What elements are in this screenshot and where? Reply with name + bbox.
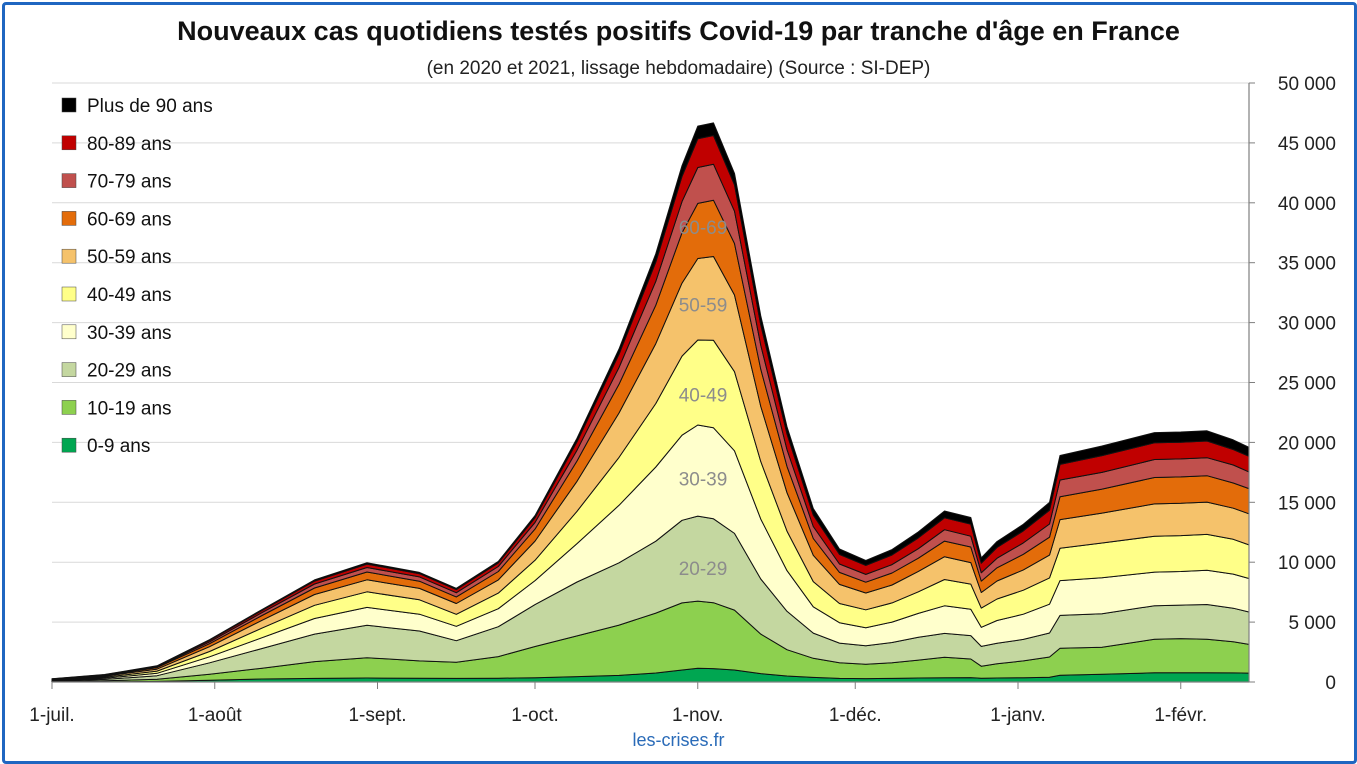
legend-label: 70-79 ans: [87, 172, 172, 193]
x-tick-label: 1-oct.: [511, 705, 559, 726]
y-tick-label: 45 000: [1278, 134, 1336, 155]
source-credit: les-crises.fr: [632, 730, 725, 750]
y-tick-label: 15 000: [1278, 493, 1336, 514]
x-tick-label: 1-févr.: [1154, 705, 1207, 726]
band-label: 20-29: [679, 559, 728, 580]
y-tick-label: 50 000: [1278, 74, 1336, 95]
band-label: 60-69: [679, 218, 728, 239]
chart-subtitle: (en 2020 et 2021, lissage hebdomadaire) …: [426, 58, 931, 79]
y-tick-label: 5 000: [1288, 613, 1336, 634]
band-label: 30-39: [679, 469, 728, 490]
axes: 0 5 000 10 000 15 000 20 000 25 000 30 000 35 0…: [29, 74, 1336, 726]
band-label: 50-59: [679, 296, 728, 317]
legend-swatch: [61, 211, 77, 226]
band-label: 40-49: [679, 385, 728, 406]
y-tick-label: 25 000: [1278, 374, 1336, 395]
area-series: [51, 122, 1250, 683]
legend-swatch: [61, 135, 77, 151]
legend-swatch: [61, 324, 77, 340]
legend-swatch: [61, 173, 77, 188]
x-tick-label: 1-déc.: [829, 705, 882, 726]
legend-label: 20-29 ans: [87, 361, 172, 382]
legend-swatch: [61, 400, 77, 415]
x-tick-label: 1-sept.: [348, 705, 406, 726]
legend-label: 40-49 ans: [87, 285, 172, 306]
x-tick-label: 1-nov.: [672, 705, 723, 726]
y-tick-label: 30 000: [1278, 314, 1336, 335]
band-annotations: 60-69 50-59 40-49 30-39 20-29: [679, 218, 728, 580]
legend: Plus de 90 ans 80-89 ans 70-79 ans 60-69 an…: [61, 96, 213, 457]
legend-label: 80-89 ans: [87, 134, 172, 155]
legend-swatch: [61, 97, 77, 113]
x-tick-label: 1-juil.: [29, 705, 74, 726]
legend-swatch: [61, 437, 77, 453]
chart-title: Nouveaux cas quotidiens testés positifs …: [177, 16, 1180, 46]
legend-swatch: [61, 286, 77, 302]
y-tick-label: 35 000: [1278, 254, 1336, 275]
legend-label: 60-69 ans: [87, 209, 172, 230]
y-tick-label: 20 000: [1278, 433, 1336, 454]
y-tick-label: 40 000: [1278, 194, 1336, 215]
legend-label: 50-59 ans: [87, 247, 172, 268]
legend-swatch: [61, 362, 77, 377]
legend-label: Plus de 90 ans: [87, 96, 213, 117]
legend-label: 30-39 ans: [87, 323, 172, 344]
x-tick-label: 1-août: [188, 705, 243, 726]
x-tick-label: 1-janv.: [990, 705, 1046, 726]
legend-label: 0-9 ans: [87, 436, 150, 457]
y-tick-label: 0: [1325, 673, 1336, 694]
legend-swatch: [61, 248, 77, 264]
y-tick-label: 10 000: [1278, 553, 1336, 574]
legend-label: 10-19 ans: [87, 398, 172, 419]
